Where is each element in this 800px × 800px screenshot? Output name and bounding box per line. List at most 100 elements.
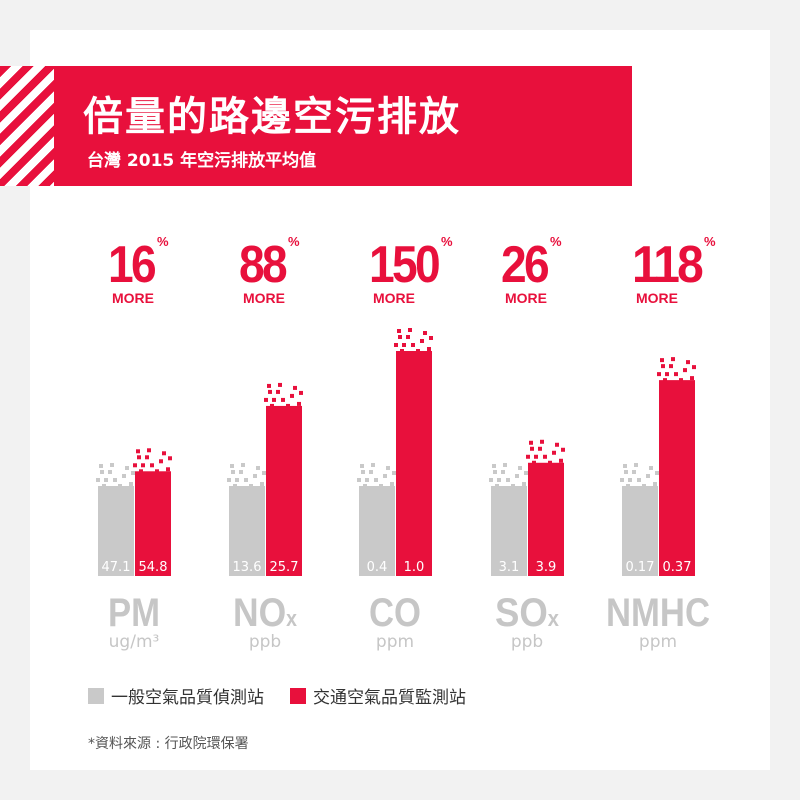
pixel-traffic-NOx: [276, 389, 280, 394]
pixel-general-CO: [369, 470, 373, 474]
pixel-traffic-CO: [420, 339, 424, 343]
pixel-traffic-CO: [397, 329, 401, 333]
pixel-traffic-NOx: [278, 382, 282, 387]
pixel-general-SOx: [518, 466, 522, 470]
bar-traffic-PM: [135, 471, 171, 576]
category-label-SOx: SOx: [495, 591, 560, 635]
pixel-traffic-CO: [427, 347, 431, 351]
pixel-traffic-CO: [394, 343, 398, 347]
pixel-general-CO: [363, 484, 367, 488]
pixel-traffic-NOx: [293, 385, 297, 390]
pixel-traffic-NOx: [272, 397, 276, 402]
bar-traffic-SOx: [528, 462, 564, 576]
bar-traffic-NOx: [266, 405, 302, 576]
pixel-general-NMHC: [620, 478, 624, 482]
pixel-traffic-CO: [429, 336, 433, 340]
pixel-traffic-PM: [162, 451, 166, 456]
percent-sign-CO: %: [441, 234, 453, 249]
pixel-traffic-NOx: [286, 403, 290, 408]
legend-item-traffic: 交通空氣品質監測站: [290, 683, 466, 708]
pixel-traffic-PM: [141, 463, 145, 468]
pixel-general-PM: [113, 478, 117, 482]
pixel-traffic-NOx: [264, 397, 268, 402]
pixel-traffic-NOx: [290, 393, 294, 398]
legend-item-general: 一般空氣品質偵測站: [88, 683, 264, 708]
pixel-general-SOx: [503, 463, 507, 467]
percent-sign-NMHC: %: [704, 234, 716, 249]
pixel-general-NOx: [260, 482, 264, 486]
pixel-traffic-PM: [147, 448, 151, 453]
source-note: *資料來源 : 行政院環保署: [88, 736, 249, 752]
pixel-general-NMHC: [634, 463, 638, 467]
pixel-traffic-SOx: [559, 458, 563, 463]
bar-traffic-CO: [396, 351, 432, 576]
value-label-general-NMHC: 0.17: [626, 560, 655, 575]
diagonal-stripes-decoration: [0, 66, 54, 186]
more-label-CO: MORE: [373, 290, 415, 306]
pixel-general-PM: [131, 471, 135, 475]
pixel-traffic-NOx: [270, 403, 274, 408]
pixel-traffic-NMHC: [657, 372, 661, 377]
bar-general-CO: [359, 486, 395, 576]
pixel-traffic-SOx: [555, 442, 559, 447]
pixel-traffic-SOx: [534, 454, 538, 459]
unit-label-SOx: ppb: [511, 632, 543, 652]
chart-subtitle: 台灣 2015 年空污排放平均值: [87, 151, 317, 171]
percent-sign-NOx: %: [288, 234, 300, 249]
category-main-NOx: NO: [233, 591, 286, 635]
pixel-general-NMHC: [653, 482, 657, 486]
category-label-PM: PM: [108, 591, 160, 635]
pixel-general-NOx: [233, 484, 237, 488]
pixel-general-PM: [118, 484, 122, 488]
unit-label-NOx: ppb: [249, 632, 281, 652]
unit-label-NMHC: ppm: [639, 632, 677, 652]
pixel-traffic-SOx: [540, 439, 544, 444]
pixel-general-NOx: [256, 466, 260, 470]
category-main-SOx: SO: [495, 591, 548, 635]
pixel-general-NMHC: [642, 484, 646, 488]
value-label-traffic-NMHC: 0.37: [663, 560, 692, 575]
pixel-general-SOx: [511, 484, 515, 488]
pixel-traffic-CO: [408, 328, 412, 332]
pixel-general-NMHC: [626, 484, 630, 488]
pixel-general-NOx: [235, 478, 239, 482]
pixel-traffic-SOx: [532, 460, 536, 465]
pixel-general-NMHC: [628, 478, 632, 482]
value-label-traffic-NOx: 25.7: [270, 560, 299, 575]
pixel-general-SOx: [497, 478, 501, 482]
pixel-traffic-NMHC: [690, 376, 694, 381]
increase-percent-NOx: 88: [239, 236, 287, 294]
legend-label-traffic: 交通空氣品質監測站: [313, 688, 466, 708]
category-main-NMHC: NMHC: [606, 591, 710, 635]
percent-sign-PM: %: [157, 234, 169, 249]
pixel-general-PM: [122, 474, 126, 478]
pixel-general-NMHC: [624, 470, 628, 474]
pixel-general-NMHC: [623, 464, 627, 468]
unit-label-CO: ppm: [376, 632, 414, 652]
pixel-general-NOx: [239, 470, 243, 474]
pixel-traffic-CO: [416, 349, 420, 353]
pixel-general-SOx: [501, 470, 505, 474]
pixel-general-PM: [104, 478, 108, 482]
value-label-traffic-CO: 1.0: [404, 560, 425, 575]
pixel-general-NOx: [241, 463, 245, 467]
pixel-traffic-PM: [168, 456, 172, 461]
legend-swatch-traffic: [290, 687, 306, 704]
pixel-general-SOx: [515, 474, 519, 478]
pixel-traffic-PM: [145, 455, 149, 460]
more-label-SOx: MORE: [505, 290, 547, 306]
pixel-traffic-SOx: [529, 440, 533, 445]
category-subscript-SOx: x: [548, 606, 560, 631]
pixel-traffic-CO: [406, 335, 410, 339]
pixel-general-CO: [390, 482, 394, 486]
pixel-general-SOx: [524, 471, 528, 475]
pixel-traffic-SOx: [543, 454, 547, 459]
pixel-traffic-NMHC: [686, 360, 690, 365]
pixel-traffic-PM: [166, 467, 170, 472]
legend-swatch-general: [88, 687, 104, 704]
pixel-traffic-NMHC: [674, 372, 678, 377]
title-band: [54, 66, 632, 186]
bar-general-SOx: [491, 486, 527, 576]
increase-percent-PM: 16: [108, 236, 156, 294]
category-main-CO: CO: [369, 591, 421, 635]
